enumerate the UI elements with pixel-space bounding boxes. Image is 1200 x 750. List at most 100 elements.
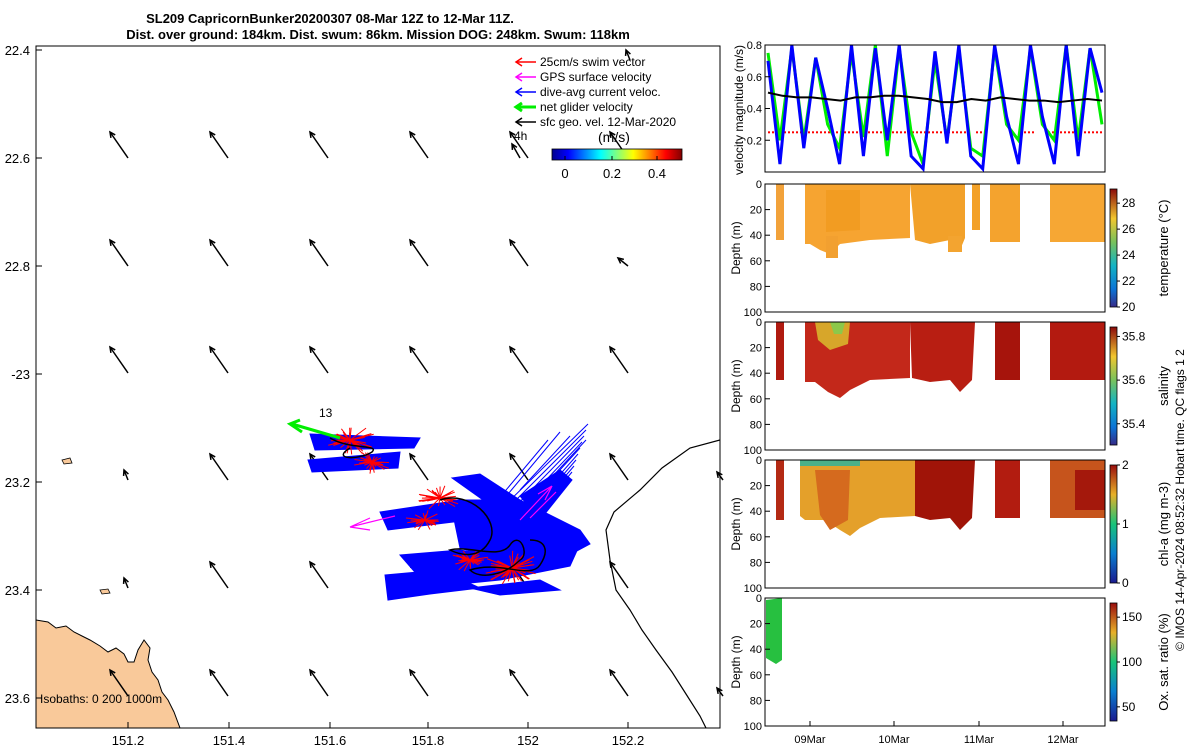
chla-panel <box>776 460 1105 536</box>
colorbar-tick-label: 28 <box>1122 196 1136 210</box>
legend-entry: dive-avg current veloc. <box>514 85 661 99</box>
map-xtick-label: 151.6 <box>314 733 347 748</box>
profile-colorbar <box>1109 188 1118 308</box>
map-xtick-label: 152.2 <box>612 733 645 748</box>
salinity-panel <box>776 322 1105 398</box>
depth-tick-label: 20 <box>750 205 762 217</box>
dive-avg-current-fan <box>495 423 589 521</box>
colorbar-tick-label: 0 <box>561 166 568 181</box>
depth-tick-label: 20 <box>750 481 762 493</box>
colorbar-tick-label: 0.2 <box>603 166 621 181</box>
legend-entry: 25cm/s swim vector <box>514 55 645 69</box>
sfc-geo-arrow <box>209 345 229 374</box>
sfc-geo-arrow <box>309 345 329 374</box>
velocity-panel: 0.2 0.4 0.6 0.8 velocity magnitude (m/s) <box>732 40 1106 175</box>
legend-label: net glider velocity <box>540 100 633 114</box>
profile-axis-chla: 0 20 40 60 80 100 Depth (m) 0 1 2 chl-a (mg m-3) <box>729 455 1171 595</box>
sfc-geo-arrow <box>309 668 329 697</box>
depth-tick-label: 60 <box>750 532 762 544</box>
map-ytick-label: 23.4 <box>5 583 30 598</box>
depth-tick-label: 20 <box>750 619 762 631</box>
legend-entry: net glider velocity <box>513 100 633 114</box>
depth-tick-label: 0 <box>756 317 762 329</box>
sfc-geo-arrow <box>109 238 129 267</box>
depth-tick-label: 60 <box>750 670 762 682</box>
colorbar-tick-label: 1 <box>1122 517 1129 531</box>
map-ytick-label: 23.6 <box>5 691 30 706</box>
label-13: 13 <box>319 406 333 420</box>
series-sfc-geo-velocity <box>767 91 1103 104</box>
map-x-axis: 151.2 151.4 151.6 151.8 152 152.2 <box>112 722 645 748</box>
map-y-axis: 22.4 22.6 22.8 -23 23.2 23.4 23.6 <box>5 43 42 706</box>
sfc-geo-arrow <box>309 238 329 267</box>
colorbar-tick-label: 35.6 <box>1122 373 1146 387</box>
temperature-panel <box>776 184 1105 258</box>
colorbar-tick-label: 2 <box>1122 458 1129 472</box>
velocity-y-axis: 0.2 0.4 0.6 0.8 <box>747 40 770 147</box>
sfc-geo-arrow <box>609 345 629 374</box>
legend-entry: sfc geo. vel. 12-Mar-2020 <box>514 115 676 129</box>
footer-credit: © IMOS 14-Apr-2024 08:52:32 Hobart time.… <box>1173 349 1187 651</box>
label-4h: 4h <box>514 129 527 143</box>
sfc-geo-arrow <box>409 345 429 374</box>
time-tick-label: 09Mar <box>794 734 826 746</box>
blue-wedge <box>469 579 562 596</box>
depth-label: Depth (m) <box>729 635 743 688</box>
isobaths-label: Isobaths: 0 200 1000m <box>40 692 162 706</box>
map-ytick-label: 22.4 <box>5 43 30 58</box>
depth-tick-label: 100 <box>744 445 762 457</box>
time-tick-label: 11Mar <box>964 734 995 746</box>
sfc-geo-vector-field <box>109 48 724 697</box>
sfc-geo-arrow <box>209 668 229 697</box>
velocity-ylabel: velocity magnitude (m/s) <box>732 45 746 175</box>
sfc-geo-arrow <box>109 130 129 159</box>
profile-axis-oxygen: 0 20 40 60 80 100 Depth (m) 50 100 150 Ox. sat. ra… <box>729 593 1171 733</box>
depth-label: Depth (m) <box>729 221 743 274</box>
colorbar-tick-label: 35.4 <box>1122 417 1146 431</box>
sfc-geo-arrow <box>409 452 429 481</box>
sfc-geo-arrow <box>409 668 429 697</box>
sfc-geo-arrow <box>109 668 129 697</box>
colorbar-tick-label: 0 <box>1122 576 1129 590</box>
map-xtick-label: 151.4 <box>213 733 246 748</box>
map-xtick-label: 152 <box>517 733 539 748</box>
depth-tick-label: 100 <box>744 721 762 733</box>
colorbar-label: temperature (°C) <box>1156 200 1171 297</box>
colorbar-tick-label: 35.8 <box>1122 329 1146 343</box>
depth-label: Depth (m) <box>729 497 743 550</box>
sfc-geo-arrow <box>509 452 529 481</box>
sfc-geo-arrow <box>624 48 631 61</box>
depth-tick-label: 0 <box>756 593 762 605</box>
sfc-geo-arrow <box>509 238 529 267</box>
map-frame <box>35 45 721 729</box>
isobath-line <box>605 439 720 728</box>
glider-track <box>329 437 546 576</box>
sfc-geo-arrow <box>122 468 129 481</box>
net-glider-velocity <box>286 418 341 440</box>
sfc-geo-arrow <box>509 668 529 697</box>
depth-tick-label: 0 <box>756 455 762 467</box>
colorbar-tick-label: 26 <box>1122 222 1136 236</box>
title-line1: SL209 CapricornBunker20200307 08-Mar 12Z… <box>146 11 514 26</box>
sfc-geo-arrow <box>409 238 429 267</box>
map-xtick-label: 151.2 <box>112 733 145 748</box>
sfc-geo-arrow <box>616 256 629 267</box>
depth-tick-label: 80 <box>750 281 762 293</box>
colorbar-tick-label: 150 <box>1122 610 1142 624</box>
temperature-section <box>776 184 1105 258</box>
profile-colorbar <box>1109 464 1118 584</box>
oxygen-panel <box>766 598 782 664</box>
sfc-geo-arrow <box>209 130 229 159</box>
blue-wedge <box>384 569 482 601</box>
profile-axis-temperature: 0 20 40 60 80 100 Depth (m) 20 22 24 26 28 temperatu… <box>729 179 1171 319</box>
velocity-ytick-label: 0.4 <box>747 104 762 116</box>
depth-tick-label: 60 <box>750 394 762 406</box>
legend-label: sfc geo. vel. 12-Mar-2020 <box>540 115 676 129</box>
depth-tick-label: 80 <box>750 695 762 707</box>
depth-tick-label: 80 <box>750 419 762 431</box>
depth-tick-label: 40 <box>750 368 762 380</box>
depth-tick-label: 20 <box>750 343 762 355</box>
dive-avg-current-vectors <box>307 433 591 601</box>
